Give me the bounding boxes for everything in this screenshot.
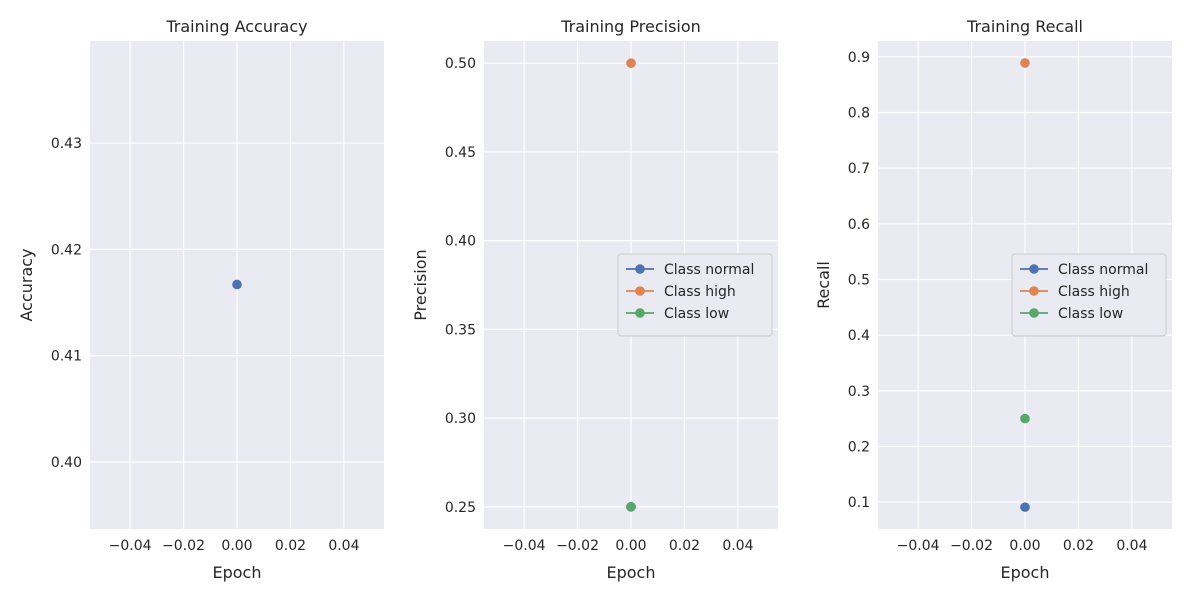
precision-panel: −0.04 −0.02 0.00 0.02 0.04 0.25 0.30 0.35 0.40 0.… (411, 17, 778, 582)
precision-y-tick-label: 0.30 (445, 411, 476, 427)
recall-y-tick-label: 0.7 (848, 161, 870, 177)
accuracy-y-tick-label: 0.40 (51, 455, 82, 471)
recall-legend-marker (1029, 264, 1039, 274)
recall-x-tick-label: −0.04 (897, 538, 940, 554)
precision-legend-label: Class low (664, 306, 729, 322)
accuracy-y-tick-label: 0.42 (51, 242, 82, 258)
precision-legend: Class normal Class high Class low (617, 253, 773, 337)
recall-y-tick-label: 0.1 (848, 495, 870, 511)
precision-legend-item: Class high (626, 284, 736, 300)
recall-legend-item: Class low (1020, 306, 1123, 322)
precision-y-tick-label: 0.50 (445, 56, 476, 72)
precision-y-tick-label: 0.35 (445, 322, 476, 338)
precision-legend-frame (617, 253, 773, 337)
recall-point-class-low (1020, 413, 1030, 424)
accuracy-panel: −0.04 −0.02 0.00 0.02 0.04 0.40 0.41 0.42 0.43 Tr… (17, 17, 384, 582)
recall-legend: Class normal Class high Class low (1011, 253, 1167, 337)
accuracy-y-tick-label: 0.43 (51, 136, 82, 152)
recall-x-tick-label: 0.02 (1063, 538, 1094, 554)
precision-x-tick-label: 0.02 (669, 538, 700, 554)
recall-panel: −0.04 −0.02 0.00 0.02 0.04 0.1 0.2 0.3 0.4 0.5 0.6… (814, 17, 1172, 582)
precision-legend-label: Class high (664, 284, 736, 300)
accuracy-x-tick-label: −0.04 (109, 538, 152, 554)
recall-y-axis-label: Recall (814, 261, 833, 309)
recall-legend-label: Class normal (1058, 262, 1148, 278)
recall-legend-frame (1011, 253, 1167, 337)
accuracy-x-tick-label: 0.04 (328, 538, 359, 554)
accuracy-chart-title: Training Accuracy (165, 17, 307, 36)
recall-x-tick-label: 0.00 (1009, 538, 1040, 554)
accuracy-x-tick-label: 0.00 (221, 538, 252, 554)
recall-y-tick-label: 0.2 (848, 439, 870, 455)
recall-y-tick-label: 0.4 (848, 328, 870, 344)
recall-y-tick-label: 0.3 (848, 384, 870, 400)
precision-legend-item: Class low (626, 306, 729, 322)
recall-y-tick-label: 0.8 (848, 106, 870, 122)
precision-y-axis-label: Precision (411, 249, 430, 320)
recall-y-tick-label: 0.9 (848, 50, 870, 66)
precision-x-tick-label: 0.00 (615, 538, 646, 554)
recall-x-axis-label: Epoch (1001, 563, 1050, 582)
recall-y-tick-label: 0.5 (848, 272, 870, 288)
recall-point-class-normal (1020, 502, 1030, 512)
recall-legend-marker (1029, 286, 1039, 296)
precision-legend-marker (635, 286, 645, 296)
recall-x-tick-label: −0.02 (950, 538, 993, 554)
precision-chart-title: Training Precision (560, 17, 701, 36)
accuracy-x-tick-label: 0.02 (275, 538, 306, 554)
recall-chart-title: Training Recall (966, 17, 1083, 36)
precision-legend-marker (635, 264, 645, 274)
precision-point-class-low (626, 502, 636, 512)
accuracy-y-axis-label: Accuracy (17, 248, 36, 321)
precision-y-tick-label: 0.25 (445, 500, 476, 516)
precision-legend-label: Class normal (664, 262, 754, 278)
precision-x-tick-label: −0.02 (556, 538, 599, 554)
accuracy-y-tick-label: 0.41 (51, 349, 82, 365)
recall-legend-item: Class high (1020, 284, 1130, 300)
precision-legend-item: Class normal (626, 262, 754, 278)
recall-legend-label: Class low (1058, 306, 1123, 322)
precision-y-tick-label: 0.45 (445, 145, 476, 161)
recall-point-class-high (1020, 58, 1030, 68)
recall-legend-label: Class high (1058, 284, 1130, 300)
accuracy-x-tick-label: −0.02 (162, 538, 205, 554)
precision-point-class-high (626, 58, 636, 68)
recall-legend-marker (1029, 308, 1039, 318)
recall-legend-item: Class normal (1020, 262, 1148, 278)
recall-y-tick-label: 0.6 (848, 217, 870, 233)
precision-legend-marker (635, 308, 645, 318)
accuracy-point-series (232, 279, 242, 290)
accuracy-x-axis-label: Epoch (213, 563, 262, 582)
recall-x-tick-label: 0.04 (1116, 538, 1147, 554)
precision-x-tick-label: 0.04 (722, 538, 753, 554)
precision-y-tick-label: 0.40 (445, 234, 476, 250)
precision-x-axis-label: Epoch (607, 563, 656, 582)
precision-x-tick-label: −0.04 (503, 538, 546, 554)
